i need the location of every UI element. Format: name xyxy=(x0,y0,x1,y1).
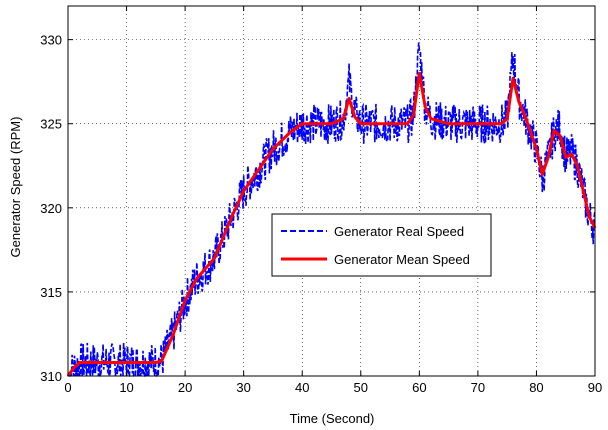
y-axis-title: Generator Speed (RPM) xyxy=(8,117,23,258)
series-line-mean-speed xyxy=(66,71,597,377)
x-tick-labels: 0 10 20 30 40 50 60 70 80 90 xyxy=(64,380,602,395)
x-axis-title: Time (Second) xyxy=(290,411,375,426)
y-tick-label: 330 xyxy=(40,33,62,48)
x-tick-label: 90 xyxy=(588,380,602,395)
legend: Generator Real Speed Generator Mean Spee… xyxy=(271,213,492,277)
x-tick-label: 40 xyxy=(295,380,309,395)
tick-marks xyxy=(67,6,596,377)
x-tick-label: 70 xyxy=(471,380,485,395)
series-line-real-speed xyxy=(67,42,596,378)
x-tick-label: 80 xyxy=(529,380,543,395)
legend-label-mean-speed: Generator Mean Speed xyxy=(334,252,470,267)
x-tick-label: 50 xyxy=(354,380,368,395)
x-tick-label: 0 xyxy=(64,380,71,395)
plot-frame xyxy=(67,5,596,377)
y-tick-label: 310 xyxy=(40,369,62,384)
y-tick-labels: 310 315 320 325 330 xyxy=(40,33,62,384)
x-tick-label: 60 xyxy=(412,380,426,395)
x-tick-label: 20 xyxy=(178,380,192,395)
series-layer xyxy=(66,42,597,378)
legend-label-real-speed: Generator Real Speed xyxy=(334,224,464,239)
x-tick-label: 10 xyxy=(119,380,133,395)
y-tick-label: 315 xyxy=(40,285,62,300)
y-tick-label: 320 xyxy=(40,201,62,216)
x-tick-label: 30 xyxy=(236,380,250,395)
y-tick-label: 325 xyxy=(40,117,62,132)
legend-box xyxy=(271,213,492,277)
